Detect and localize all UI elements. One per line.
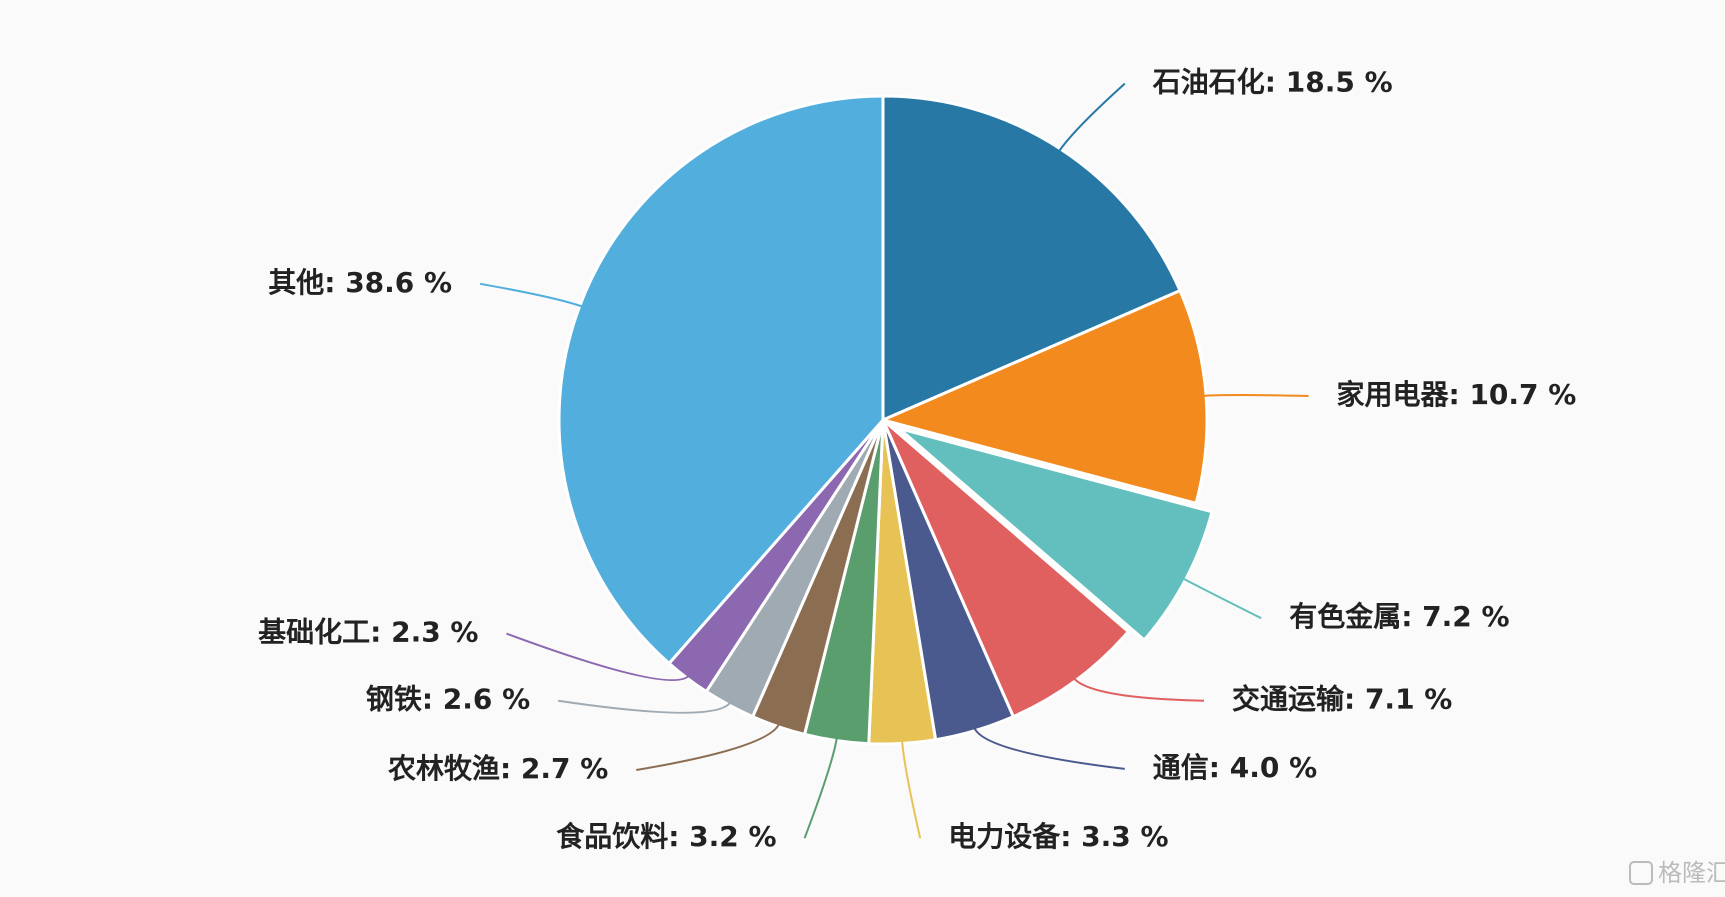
leader-line — [1181, 576, 1262, 620]
leader-line — [1072, 676, 1205, 702]
leader-line — [558, 699, 732, 714]
data-label: 家用电器: 10.7 % — [1337, 378, 1577, 411]
data-label: 农林牧渔: 2.7 % — [387, 752, 608, 785]
data-label: 有色金属: 7.2 % — [1289, 600, 1509, 633]
data-label: 基础化工: 2.3 % — [258, 616, 478, 649]
leader-line — [1202, 393, 1309, 397]
data-label: 其他: 38.6 % — [268, 266, 452, 299]
data-label: 钢铁: 2.6 % — [366, 683, 530, 716]
watermark-icon — [1629, 861, 1653, 885]
leader-line — [1057, 82, 1126, 153]
data-label: 交通运输: 7.1 % — [1232, 683, 1452, 716]
data-label: 电力设备: 3.3 % — [948, 820, 1168, 853]
data-label: 食品饮料: 3.2 % — [556, 820, 776, 853]
leader-line — [973, 726, 1125, 770]
data-label: 石油石化: 18.5 % — [1152, 66, 1393, 99]
leader-line — [506, 632, 691, 682]
leader-line — [636, 722, 781, 771]
data-label: 通信: 4.0 % — [1153, 751, 1317, 784]
leader-line — [803, 736, 838, 839]
leader-line — [479, 282, 584, 309]
watermark: 格隆汇 — [1658, 859, 1725, 887]
leader-line — [901, 739, 922, 839]
